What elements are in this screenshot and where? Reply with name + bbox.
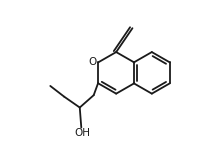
Text: O: O — [88, 58, 97, 67]
Text: OH: OH — [74, 128, 90, 137]
